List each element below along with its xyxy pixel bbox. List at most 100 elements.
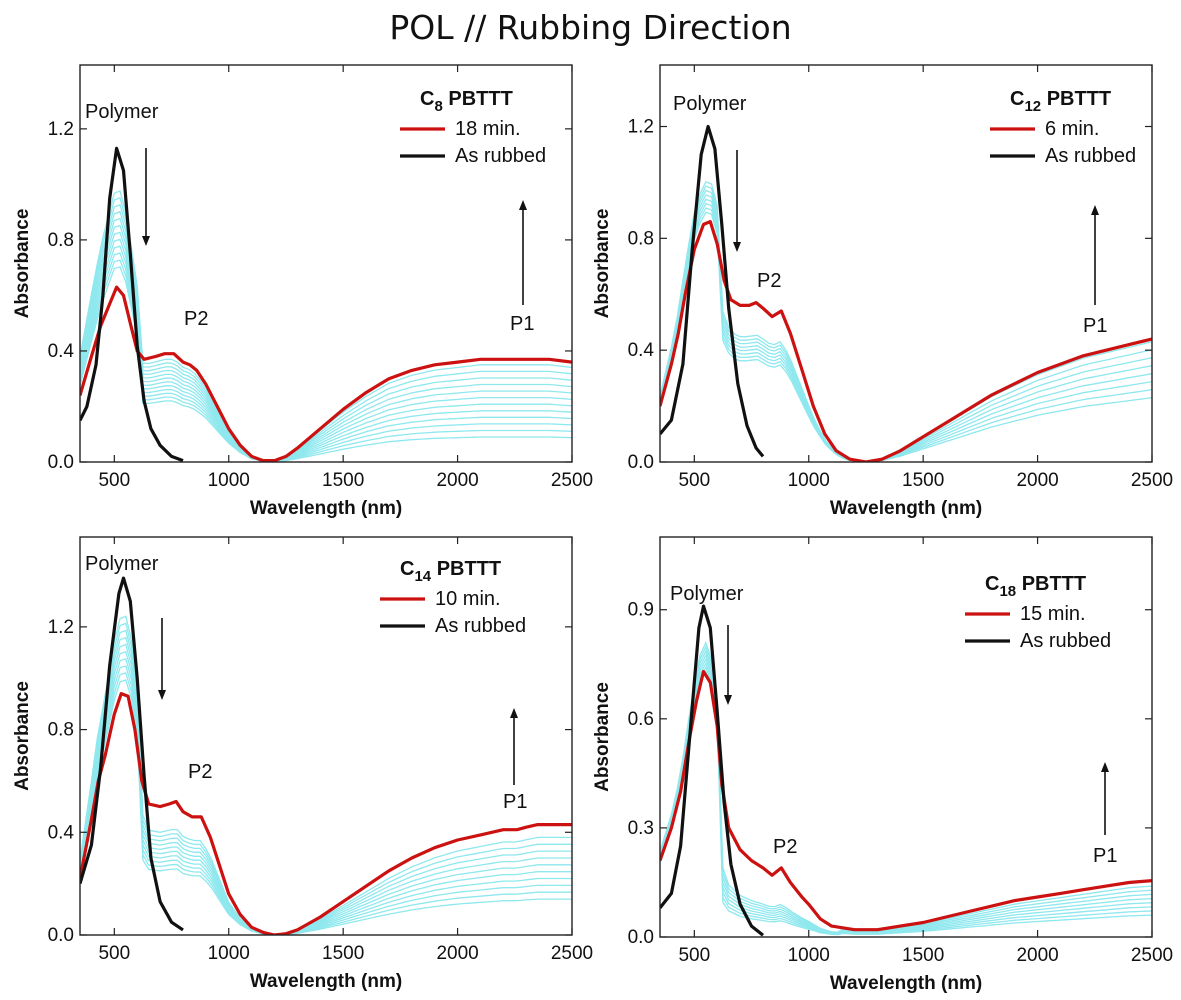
intermediate-spectrum-line [660,641,1152,933]
intermediate-spectra [80,615,572,935]
x-tick-label: 2500 [551,943,593,964]
x-tick-label: 500 [678,945,710,966]
y-axis-title: Absorbance [12,209,33,319]
as-rubbed-series-line [80,576,184,932]
polymer-annotation: Polymer [673,93,747,115]
p2-annotation: P2 [773,836,797,858]
x-axis-title: Wavelength (nm) [250,498,402,519]
p1-annotation: P1 [503,791,527,813]
treated-series-line [80,692,572,935]
down-arrow-icon [724,695,732,705]
legend-entry: 10 min. [435,588,501,610]
legend-entry: As rubbed [1045,145,1136,167]
legend-title: C14 PBTTT [400,558,501,585]
intermediate-spectrum-line [80,629,572,935]
plot-frame [659,64,1153,463]
p2-annotation: P2 [757,270,781,292]
legend-title: C18 PBTTT [985,573,1086,600]
x-tick-label: 500 [98,943,130,964]
intermediate-spectrum-line [660,645,1152,934]
intermediate-spectrum-line [80,622,572,935]
intermediate-spectrum-line [80,657,572,935]
x-tick-label: 1000 [788,470,830,491]
intermediate-spectrum-line [660,194,1152,462]
as-rubbed-series-line [660,124,765,458]
plot-frame [79,64,573,463]
intermediate-spectrum-line [80,190,572,462]
x-tick-label: 1000 [208,943,250,964]
down-arrow-icon [142,236,150,246]
polymer-annotation: Polymer [85,101,159,123]
x-axis-title: Wavelength (nm) [250,971,402,992]
down-arrow-icon [733,242,741,252]
intermediate-spectrum-line [80,231,572,462]
intermediate-spectrum-line [80,615,572,935]
y-tick-label: 0.3 [628,818,654,839]
intermediate-spectra [660,180,1152,462]
legend-entry: 6 min. [1045,118,1099,140]
p2-annotation: P2 [184,308,208,330]
intermediate-spectrum-line [660,211,1152,462]
legend-entry: 18 min. [455,118,521,140]
intermediate-spectrum-line [660,649,1152,934]
intermediate-spectrum-line [80,672,572,935]
y-tick-label: 1.2 [628,117,654,138]
intermediate-spectrum-line [80,679,572,935]
intermediate-spectrum-line [80,245,572,462]
y-tick-label: 0.4 [48,822,75,843]
y-tick-label: 1.2 [48,617,74,638]
treated-series-line [80,285,572,462]
p1-annotation: P1 [510,313,534,335]
y-tick-label: 0.0 [628,452,654,473]
down-arrow-icon [158,690,166,700]
y-axis-title: Absorbance [12,681,33,791]
chart-panel-c12: 500 1000 1500 2000 2500 0.0 0.4 0.8 1.2 Wavelengt… [592,64,1173,519]
intermediate-spectrum-line [80,643,572,935]
legend-title: C8 PBTTT [420,88,513,115]
y-tick-label: 0.8 [628,228,654,249]
intermediate-spectra [80,190,572,462]
legend-entry: As rubbed [1020,630,1111,652]
chart-panel-c14: 500 1000 1500 2000 2500 0.0 0.4 0.8 1.2 Wavelengt… [12,536,593,992]
y-tick-label: 0.4 [48,341,75,362]
y-tick-label: 0.0 [48,925,74,946]
intermediate-spectrum-line [80,650,572,935]
x-tick-label: 1000 [788,945,830,966]
legend-entry: As rubbed [455,145,546,167]
intermediate-spectrum-line [80,210,572,462]
x-tick-label: 1500 [902,945,944,966]
chart-panel-c18: 500 1000 1500 2000 2500 0.0 0.3 0.6 0.9 Wavelengt… [592,536,1173,994]
intermediate-spectrum-line [80,252,572,462]
treated-series-line [660,220,1152,462]
x-tick-label: 2500 [551,470,593,491]
up-arrow-icon [1101,762,1109,772]
x-tick-label: 2000 [436,470,478,491]
intermediate-spectrum-line [80,266,572,462]
as-rubbed-series-line [80,146,184,462]
y-axis-title: Absorbance [592,209,613,319]
y-tick-label: 0.0 [48,452,74,473]
x-axis-title: Wavelength (nm) [830,498,982,519]
intermediate-spectrum-line [660,198,1152,462]
intermediate-spectrum-line [80,197,572,462]
intermediate-spectrum-line [80,238,572,462]
up-arrow-icon [510,708,518,718]
intermediate-spectrum-line [80,665,572,935]
intermediate-spectrum-line [660,665,1152,935]
x-tick-label: 1000 [208,470,250,491]
plot-frame [659,536,1153,938]
y-tick-label: 0.9 [628,600,654,621]
y-tick-label: 0.8 [48,720,74,741]
y-tick-label: 0.8 [48,230,74,251]
intermediate-spectrum-line [660,185,1152,462]
x-axis-title: Wavelength (nm) [830,973,982,994]
legend-entry: 15 min. [1020,603,1086,625]
x-tick-label: 1500 [322,470,364,491]
page-title: POL // Rubbing Direction [389,8,792,47]
y-tick-label: 1.2 [48,119,74,140]
polymer-annotation: Polymer [670,583,744,605]
x-tick-label: 2000 [1016,470,1058,491]
chart-panel-c8: 500 1000 1500 2000 2500 0.0 0.4 0.8 1.2 Wavelengt… [12,64,593,519]
intermediate-spectrum-line [660,670,1152,936]
